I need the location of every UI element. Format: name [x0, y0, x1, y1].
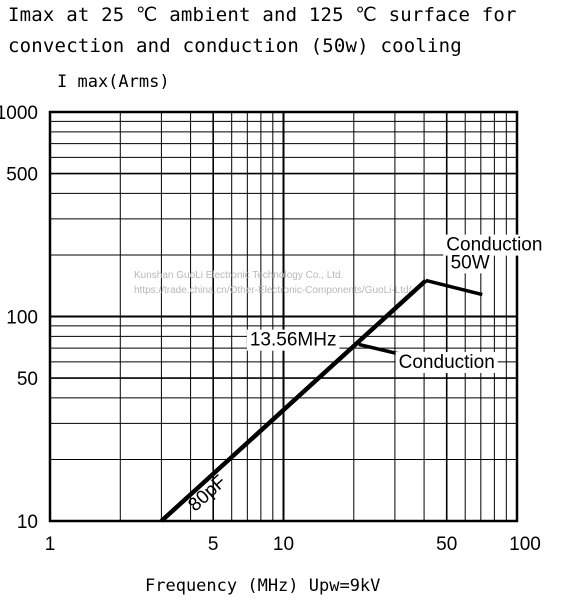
- chart-title-line1: Imax at 25 ℃ ambient and 125 ℃ surface f…: [8, 4, 517, 26]
- x-axis-label: Frequency (MHz) Upw=9kV: [145, 576, 380, 596]
- x-tick-label: 10: [273, 534, 294, 555]
- x-tick-labels: 1 5 10 50 100: [45, 534, 541, 555]
- y-axis-label: I max(Arms): [57, 72, 170, 92]
- annotation-background: [443, 234, 546, 256]
- y-tick-label: 500: [6, 165, 38, 186]
- annotation-label: 13.56MHz: [250, 330, 337, 351]
- watermark: Kunshan GuoLi Electronic Technology Co.,…: [134, 270, 412, 296]
- x-tick-label: 1: [45, 534, 56, 555]
- x-tick-label: 50: [436, 534, 457, 555]
- annotation-label: Conduction: [399, 352, 495, 373]
- series-line: [159, 278, 428, 523]
- major-gridlines: [50, 112, 517, 521]
- annotation-background: [447, 252, 493, 274]
- y-tick-label: 1000: [0, 103, 38, 124]
- series-line: [425, 278, 483, 297]
- watermark-line2: https://trade.china.cn/Other-Electronic-…: [134, 285, 412, 296]
- y-tick-labels: 10 50 100 500 1000: [0, 103, 38, 533]
- y-tick-label: 10: [17, 512, 38, 533]
- annotation-background: [395, 351, 498, 373]
- chart-title-line2: convection and conduction (50w) cooling: [8, 35, 462, 57]
- plot-frame: [48, 110, 519, 523]
- y-tick-label: 50: [17, 369, 38, 390]
- annotation-background: [246, 329, 340, 351]
- y-tick-label: 100: [6, 308, 38, 329]
- annotation-label: Conduction: [446, 235, 542, 256]
- annotation-label: 50W: [451, 252, 490, 273]
- x-tick-label: 100: [509, 534, 541, 555]
- x-tick-label: 5: [208, 534, 219, 555]
- watermark-line1: Kunshan GuoLi Electronic Technology Co.,…: [134, 270, 343, 281]
